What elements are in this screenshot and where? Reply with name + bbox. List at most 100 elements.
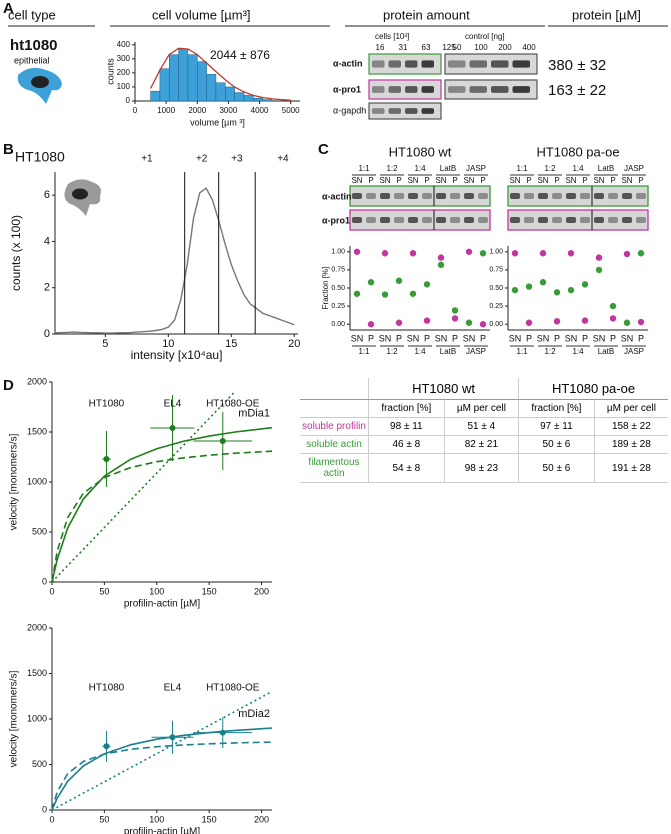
- group-label: 1:1: [516, 347, 528, 356]
- x-tick-label: P: [396, 333, 402, 343]
- band: [380, 193, 390, 199]
- lane-label: P: [554, 176, 559, 185]
- x-tick-label: SN: [407, 333, 420, 343]
- point: [511, 286, 519, 294]
- band: [372, 60, 385, 68]
- band: [388, 108, 401, 114]
- band: [524, 217, 534, 223]
- header: cell type: [8, 7, 56, 22]
- blot-profilin: [507, 209, 649, 231]
- band: [478, 217, 488, 223]
- y-tick-label: 0: [44, 328, 50, 340]
- group-label: LatB: [440, 164, 456, 173]
- point: [409, 290, 417, 297]
- group-label: 1:2: [544, 347, 556, 356]
- point: [595, 266, 603, 274]
- bar: [178, 48, 189, 102]
- x-tick-label: SN: [509, 333, 522, 343]
- profilin-concentration: 163 ± 22: [548, 82, 606, 99]
- panel-letter: B: [3, 141, 14, 158]
- y-tick-label: 2000: [27, 622, 47, 632]
- lane-label: P: [452, 176, 457, 185]
- chart-title: HT1080 pa-oe: [536, 144, 619, 159]
- fit-curve: [51, 741, 273, 811]
- chart-title: HT1080 wt: [389, 144, 452, 159]
- band: [380, 217, 390, 223]
- band: [538, 217, 548, 223]
- band: [464, 193, 474, 199]
- lane-label: 31: [399, 43, 408, 52]
- x-tick-label: 5000: [282, 106, 300, 115]
- bar: [150, 90, 161, 102]
- band: [421, 60, 434, 68]
- y-tick-label: 0.50: [489, 285, 503, 292]
- point: [553, 289, 561, 296]
- table-cell: filamentous actin: [300, 453, 369, 483]
- band: [510, 217, 520, 223]
- y-tick-label: 0: [42, 576, 47, 586]
- bar: [243, 95, 254, 102]
- x-tick-label: 100: [149, 814, 164, 824]
- point: [525, 319, 533, 326]
- bar: [262, 99, 273, 102]
- band: [524, 193, 534, 199]
- actin-concentration: 380 ± 32: [548, 57, 606, 74]
- blot-label: α-gapdh: [333, 105, 366, 115]
- point-label: HT1080-OE: [206, 399, 260, 410]
- y-tick-label: 1.00: [331, 249, 345, 256]
- lane-label: SN: [565, 176, 576, 185]
- y-tick-label: 6: [44, 189, 50, 201]
- group-label: LatB: [440, 347, 456, 356]
- band: [366, 193, 376, 199]
- band: [388, 60, 401, 68]
- point: [395, 319, 403, 326]
- point: [581, 317, 589, 324]
- blot-label: α-actin: [333, 58, 363, 68]
- y-tick-label: 4: [44, 235, 50, 247]
- lane-label: SN: [537, 176, 548, 185]
- group-label: LatB: [598, 164, 614, 173]
- x-axis-label: intensity [x10⁴au]: [131, 348, 223, 362]
- x-tick-label: SN: [463, 333, 476, 343]
- table-cell: [300, 399, 369, 418]
- y-axis-label: counts (x 100): [9, 215, 23, 291]
- point: [479, 321, 487, 328]
- lane-label: SN: [407, 176, 418, 185]
- band: [538, 193, 548, 199]
- group-label: 1:1: [358, 347, 370, 356]
- group-label: 1:1: [516, 164, 528, 173]
- table-cell: soluble actin: [300, 435, 369, 454]
- table-cell: fraction [%]: [368, 399, 445, 418]
- table-cell: 50 ± 6: [518, 435, 595, 454]
- y-axis-label: velocity [monomers/s]: [9, 433, 20, 530]
- band: [372, 108, 385, 114]
- lane-label: SN: [463, 176, 474, 185]
- gate-label: +4: [277, 154, 289, 165]
- blot-label: α-pro1: [322, 215, 350, 225]
- x-tick-label: 4000: [251, 106, 269, 115]
- y-tick-label: 1500: [27, 668, 47, 678]
- band: [436, 217, 446, 223]
- data-row: soluble actin 46 ± 8 82 ± 21 50 ± 6 189 ± 28: [300, 435, 668, 454]
- band: [408, 193, 418, 199]
- lane-label: P: [638, 176, 643, 185]
- x-tick-label: SN: [621, 333, 634, 343]
- lane-label: 50: [453, 43, 462, 52]
- table-cell: [300, 378, 369, 400]
- point: [381, 250, 389, 257]
- point: [623, 319, 631, 326]
- group-label: 1:2: [544, 164, 556, 173]
- band: [450, 217, 460, 223]
- band: [405, 60, 418, 68]
- header-row: fraction [%] µM per cell fraction [%] µM pe…: [300, 399, 668, 418]
- point: [353, 290, 361, 297]
- point: [609, 302, 617, 310]
- lane-label: P: [396, 176, 401, 185]
- band: [422, 193, 432, 199]
- point: [437, 254, 445, 261]
- blot-label: α-pro1: [333, 84, 361, 94]
- y-tick-label: 200: [117, 68, 131, 77]
- lane-label: SN: [351, 176, 362, 185]
- table-cell: HT1080 pa-oe: [518, 378, 668, 400]
